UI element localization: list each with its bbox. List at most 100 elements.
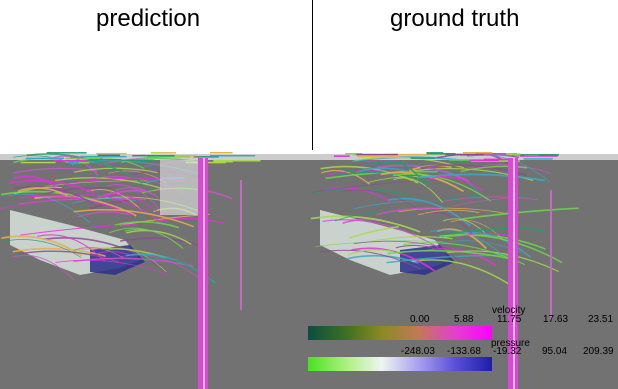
streamline — [2, 239, 82, 258]
streamline — [439, 234, 563, 264]
streamline — [418, 209, 480, 216]
streamline — [91, 251, 134, 257]
streamline — [13, 175, 67, 196]
streamline — [423, 248, 497, 266]
pressure-label: pressure — [491, 338, 530, 349]
streamline — [416, 173, 546, 182]
streak — [213, 160, 233, 163]
streamline — [322, 219, 439, 249]
velocity-tick-1: 5.88 — [454, 314, 474, 325]
velocity-tick-2: 11.75 — [497, 314, 522, 325]
streak — [132, 155, 175, 157]
streak — [345, 153, 363, 155]
streak — [154, 155, 197, 157]
velocity-tick-4: 23.51 — [588, 314, 614, 325]
streak — [193, 156, 219, 158]
artifact-bar-right-inner — [513, 158, 515, 389]
streamline — [115, 186, 159, 199]
streamline — [311, 180, 415, 193]
streak — [121, 159, 155, 162]
streamline — [349, 225, 400, 239]
pressure-tick-0: -248.03 — [401, 346, 435, 357]
streamline — [336, 171, 423, 181]
pressure-tick-2: -19.32 — [493, 346, 522, 357]
streamline — [55, 177, 162, 189]
streak — [210, 152, 233, 154]
streamline — [73, 208, 195, 228]
streamline — [428, 176, 483, 191]
streak — [357, 155, 399, 158]
streamline — [427, 170, 480, 194]
streak — [20, 161, 56, 164]
streamline — [153, 217, 225, 225]
streak — [523, 158, 553, 160]
streamline — [20, 223, 138, 236]
artifact-bar-left-inner — [203, 158, 205, 389]
streamline — [371, 236, 453, 243]
streak — [483, 158, 514, 161]
streak — [160, 152, 177, 154]
streamline — [13, 185, 94, 205]
streak — [460, 154, 510, 156]
streak — [426, 153, 456, 155]
streak — [78, 162, 90, 164]
streamline — [55, 259, 169, 276]
streamline — [346, 254, 419, 264]
streamline — [78, 211, 130, 218]
streamline — [37, 234, 106, 262]
streamline — [455, 232, 509, 239]
streamline — [73, 257, 194, 267]
title-ground-truth: ground truth — [390, 5, 520, 32]
artifact-bar-left-thin — [240, 180, 242, 310]
streamlines — [0, 152, 579, 288]
streamline — [334, 210, 385, 222]
streak — [68, 161, 88, 163]
streak — [65, 157, 100, 160]
streak — [80, 155, 127, 158]
streak — [213, 160, 261, 162]
streamline — [387, 249, 516, 261]
streak — [54, 160, 87, 162]
streamline — [97, 189, 146, 199]
streamline — [341, 189, 428, 216]
streamline — [107, 184, 164, 214]
streamline — [347, 249, 395, 256]
streamline — [120, 254, 202, 280]
streak — [476, 153, 517, 155]
streak — [96, 152, 127, 155]
streamline — [36, 180, 149, 188]
streamline — [393, 177, 443, 203]
streak — [333, 155, 350, 157]
streamline — [441, 196, 538, 202]
streak — [89, 159, 122, 161]
streamline — [354, 200, 425, 210]
streamline — [8, 179, 95, 194]
streak — [146, 156, 191, 158]
streamline — [78, 157, 145, 169]
pressure-tick-4: 209.39 — [583, 346, 614, 357]
artifact-bar-right-thin — [550, 190, 552, 320]
streamline — [124, 228, 184, 249]
ground-top-strip — [0, 154, 618, 160]
streamline — [0, 196, 82, 209]
pressure-tick-3: 95.04 — [542, 346, 568, 357]
streak — [150, 152, 162, 154]
streamline — [119, 237, 206, 248]
streamline — [395, 244, 459, 260]
streamline — [17, 187, 68, 197]
streak — [426, 152, 444, 154]
streak — [97, 154, 121, 156]
streak — [25, 157, 65, 160]
streak — [370, 161, 404, 163]
streak — [449, 159, 483, 161]
streak — [384, 153, 429, 156]
streak — [356, 153, 398, 156]
streak — [367, 160, 399, 163]
streamline — [325, 187, 392, 204]
streamline — [450, 228, 548, 235]
streak — [511, 154, 559, 156]
streamline — [44, 186, 114, 195]
velocity-colorbar — [308, 326, 492, 340]
streak — [506, 153, 521, 155]
streak — [469, 159, 499, 162]
